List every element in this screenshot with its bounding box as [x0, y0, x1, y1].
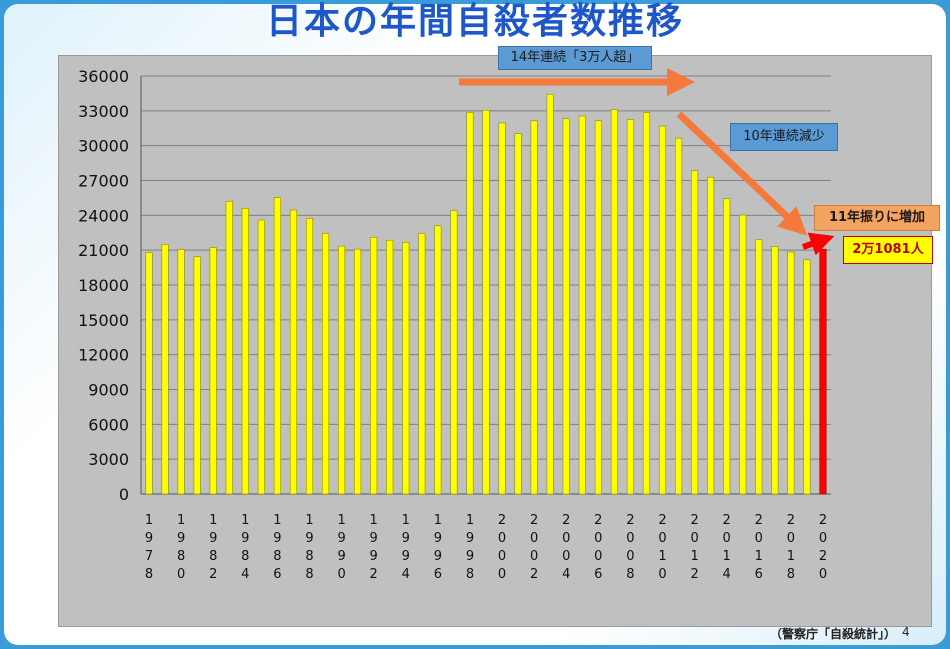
bar	[161, 244, 169, 495]
y-tick-label: 0	[119, 485, 129, 504]
bar	[418, 233, 426, 495]
increase-arrow	[802, 232, 835, 256]
bar	[386, 239, 394, 495]
bar	[691, 170, 699, 495]
bar	[530, 120, 538, 495]
y-tick-label: 6000	[88, 415, 129, 434]
bar	[787, 251, 795, 495]
bar	[145, 252, 153, 495]
page-title: 日本の年間自殺者数推移	[265, 1, 684, 42]
source-note: （警察庁「自殺統計」）	[770, 627, 897, 641]
bar	[658, 125, 667, 495]
y-tick-label: 36000	[78, 67, 129, 86]
streak-label: 14年連続「3万人超」	[498, 46, 652, 70]
bar	[482, 109, 490, 495]
bar	[257, 219, 265, 495]
increase-label: 11年振りに増加	[814, 205, 940, 231]
y-tick-label: 33000	[78, 102, 129, 121]
bar	[402, 241, 410, 495]
bar	[354, 248, 362, 495]
y-tick-label: 27000	[78, 172, 129, 191]
bar	[675, 137, 683, 495]
y-tick-label: 18000	[78, 276, 129, 295]
bar	[498, 122, 506, 495]
bar	[546, 93, 554, 495]
bar	[321, 233, 330, 495]
bar	[370, 237, 378, 495]
latest-value-badge: 2万1081人	[843, 236, 933, 264]
bar	[642, 112, 651, 495]
bar	[466, 112, 474, 495]
bar	[594, 120, 602, 495]
bar	[739, 214, 747, 495]
bar-chart: 0 3000 6000 9000 12000 15000 18000 21000 24000 27…	[78, 67, 835, 582]
page-number: 4	[902, 625, 910, 639]
y-tick-label: 12000	[78, 346, 129, 365]
decline-label: 10年連続減少	[730, 123, 838, 151]
y-tick-label: 15000	[78, 311, 129, 330]
bar	[819, 248, 827, 495]
y-tick-label: 3000	[88, 450, 129, 469]
bar	[803, 259, 811, 495]
bar	[273, 197, 281, 495]
bar	[434, 225, 442, 495]
bar	[755, 239, 763, 495]
bar	[514, 133, 522, 495]
bar	[241, 208, 249, 495]
y-tick-label: 24000	[78, 206, 129, 225]
decline-arrow	[676, 111, 808, 236]
bar	[450, 210, 458, 495]
bar	[289, 209, 297, 495]
bar	[707, 176, 715, 495]
bar	[225, 201, 233, 495]
bar	[723, 198, 731, 495]
bar	[562, 118, 570, 495]
y-tick-label: 9000	[88, 381, 129, 400]
bar	[626, 119, 634, 495]
bar	[209, 247, 217, 495]
bar	[610, 109, 618, 495]
bar	[305, 218, 314, 495]
y-tick-label: 30000	[78, 137, 129, 156]
bar	[771, 246, 779, 495]
y-tick-label: 21000	[78, 241, 129, 260]
bar	[193, 256, 201, 495]
bar	[578, 115, 586, 495]
bar	[338, 245, 346, 495]
bar	[177, 249, 185, 495]
